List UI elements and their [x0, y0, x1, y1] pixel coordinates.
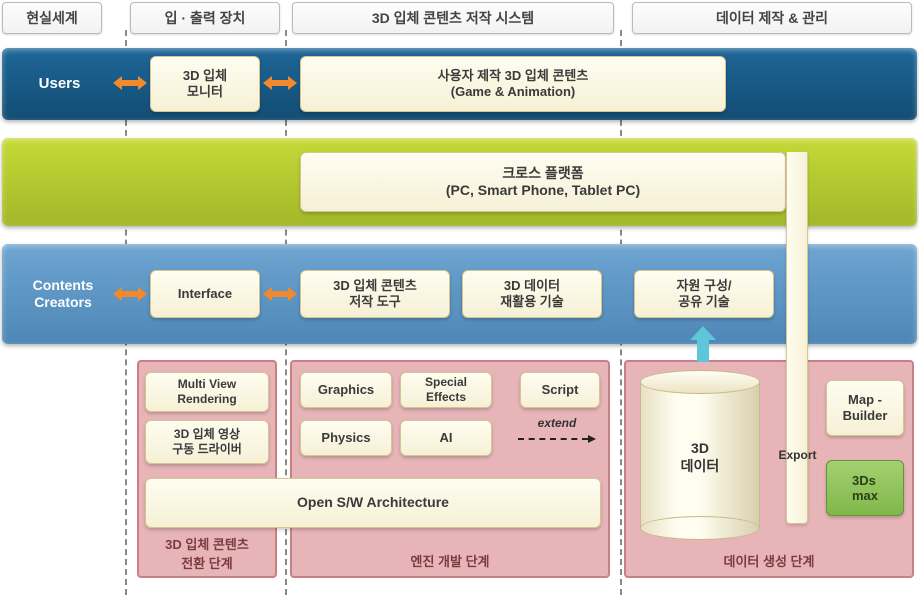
connector-vertical — [786, 152, 808, 524]
users-label: Users — [12, 62, 107, 106]
arrow-interface-authoring — [263, 287, 297, 301]
arrow-creators-interface — [113, 287, 147, 301]
data-cylinder: 3D 데이터 — [640, 370, 760, 540]
mvr-box: Multi View Rendering — [145, 372, 269, 412]
open-arch-box: Open S/W Architecture — [145, 478, 601, 528]
interface-box: Interface — [150, 270, 260, 318]
panel-data-label: 데이터 생성 단계 — [626, 551, 912, 570]
resource-box: 자원 구성/ 공유 기술 — [634, 270, 774, 318]
user-content-box: 사용자 제작 3D 입체 콘텐츠 (Game & Animation) — [300, 56, 726, 112]
crossplatform-box: 크로스 플랫폼 (PC, Smart Phone, Tablet PC) — [300, 152, 786, 212]
3dsmax-box: 3Ds max — [826, 460, 904, 516]
column-headers: 현실세계 입 · 출력 장치 3D 입체 콘텐츠 저작 시스템 데이터 제작 &… — [2, 2, 917, 34]
physics-box: Physics — [300, 420, 392, 456]
ai-box: AI — [400, 420, 492, 456]
monitor-box: 3D 입체 모니터 — [150, 56, 260, 112]
arrow-users-monitor — [113, 76, 147, 90]
panel-engine-label: 엔진 개발 단계 — [292, 551, 608, 570]
cylinder-label: 3D 데이터 — [640, 440, 760, 476]
arrow-monitor-content — [263, 76, 297, 90]
graphics-box: Graphics — [300, 372, 392, 408]
creators-label: Contents Creators — [8, 272, 118, 316]
sfx-box: Special Effects — [400, 372, 492, 408]
col-header-2: 입 · 출력 장치 — [130, 2, 280, 34]
script-box: Script — [520, 372, 600, 408]
col-header-3: 3D 입체 콘텐츠 저작 시스템 — [292, 2, 614, 34]
reuse-box: 3D 데이터 재활용 기술 — [462, 270, 602, 318]
mapbuilder-box: Map - Builder — [826, 380, 904, 436]
panel-transition-label: 3D 입체 콘텐츠 전환 단계 — [139, 534, 275, 572]
col-header-1: 현실세계 — [2, 2, 102, 34]
authoring-box: 3D 입체 콘텐츠 저작 도구 — [300, 270, 450, 318]
driver-box: 3D 입체 영상 구동 드라이버 — [145, 420, 269, 464]
extend-arrow — [518, 438, 588, 440]
export-label: Export — [770, 448, 825, 462]
col-header-4: 데이터 제작 & 관리 — [632, 2, 912, 34]
arrow-data-to-resource — [690, 326, 716, 362]
extend-label: extend — [522, 416, 592, 430]
